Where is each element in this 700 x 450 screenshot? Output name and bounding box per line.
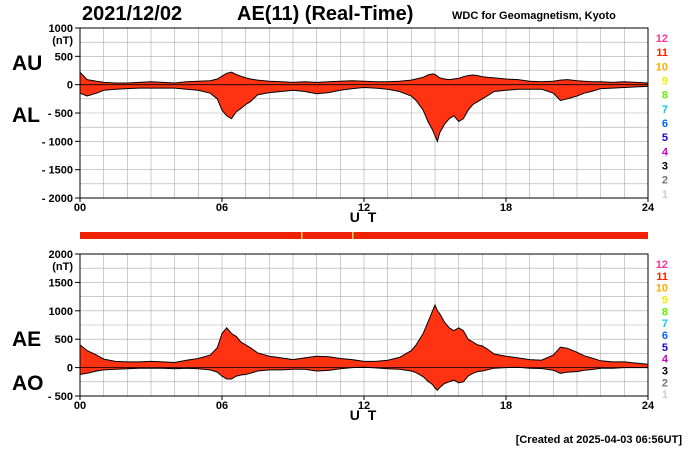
station-count-label: 4: [662, 354, 669, 366]
y-tick-label: 500: [55, 51, 73, 63]
ao-series-line: [79, 366, 648, 392]
x-tick-label: 06: [216, 202, 228, 214]
x-tick-label: 00: [74, 400, 86, 412]
credit-label: WDC for Geomagnetism, Kyoto: [452, 10, 616, 22]
y-tick-label: - 500: [48, 108, 73, 120]
station-count-label: 2: [662, 377, 668, 389]
chart-date: 2021/12/02: [82, 3, 183, 25]
au-al-area: [80, 72, 648, 142]
station-count-label: 7: [662, 318, 668, 330]
station-count-label: 4: [662, 146, 669, 158]
au-series-line: [79, 71, 649, 84]
y-tick-label: - 1000: [42, 136, 73, 148]
station-count-label: 12: [656, 33, 668, 45]
station-count-label: 6: [662, 118, 668, 130]
data-status-gap: [352, 232, 354, 239]
y-tick-label: 2000: [49, 249, 73, 261]
y-tick-label: - 500: [48, 391, 73, 403]
station-count-label: 10: [656, 283, 668, 295]
x-tick-label: 18: [500, 400, 512, 412]
y-tick-label: 1000: [49, 23, 73, 35]
ae-ao-area: [80, 305, 648, 391]
station-count-label: 11: [656, 271, 668, 283]
y-tick-label: 1500: [49, 277, 73, 289]
x-tick-label: 24: [642, 202, 655, 214]
x-axis-label: U T: [350, 407, 379, 423]
y-tick-label: 0: [67, 363, 73, 375]
station-count-label: 3: [662, 161, 668, 173]
station-count-label: 10: [656, 61, 668, 73]
y-tick-label: 500: [55, 334, 73, 346]
x-tick-label: 06: [216, 400, 228, 412]
y-tick-label: - 1500: [42, 165, 73, 177]
station-count-label: 11: [656, 47, 668, 59]
station-count-label: 1: [662, 389, 668, 401]
station-count-label: 1: [662, 189, 668, 201]
chart-title: AE(11) (Real-Time): [237, 3, 414, 25]
y-tick-label: - 2000: [42, 193, 73, 205]
y-tick-label: 0: [67, 80, 73, 92]
station-count-label: 6: [662, 330, 668, 342]
station-count-label: 9: [662, 295, 668, 307]
station-count-label: 12: [656, 259, 668, 271]
ae-label: AE: [12, 328, 42, 351]
x-tick-label: 24: [642, 400, 655, 412]
station-count-label: 5: [662, 132, 668, 144]
ae-series-line: [79, 303, 649, 365]
y-tick-label: 1000: [49, 306, 73, 318]
y-unit-label: (nT): [52, 35, 73, 47]
station-count-label: 8: [662, 90, 668, 102]
x-tick-label: 18: [500, 202, 512, 214]
station-count-label: 9: [662, 76, 668, 88]
created-timestamp: [Created at 2025-04-03 06:56UT]: [515, 434, 682, 446]
station-count-label: 7: [662, 104, 668, 116]
station-count-label: 8: [662, 306, 668, 318]
ao-label: AO: [12, 372, 44, 395]
al-label: AL: [12, 104, 40, 127]
y-unit-label: (nT): [52, 261, 73, 273]
station-count-label: 2: [662, 175, 668, 187]
x-tick-label: 12: [358, 400, 370, 412]
data-status-bar: [80, 232, 648, 239]
x-tick-label: 00: [74, 202, 86, 214]
station-count-label: 5: [662, 342, 668, 354]
x-axis-label: U T: [350, 209, 379, 225]
station-count-label: 3: [662, 366, 668, 378]
x-tick-label: 12: [358, 202, 370, 214]
data-status-gap: [301, 232, 303, 239]
al-series-line: [79, 85, 649, 143]
au-label: AU: [12, 52, 43, 75]
